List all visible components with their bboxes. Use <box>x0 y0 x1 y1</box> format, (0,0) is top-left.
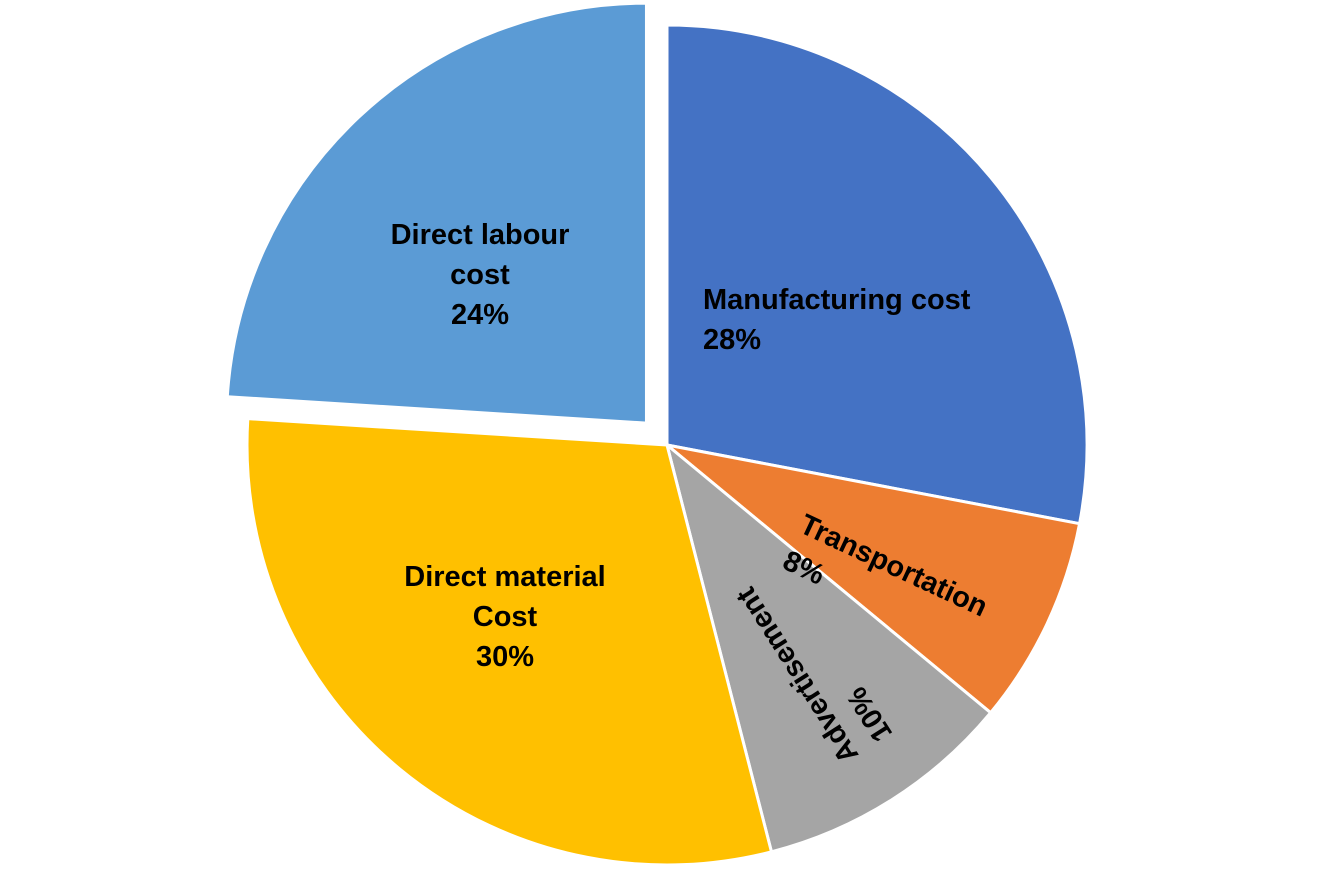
slice-label: Manufacturing cost 28% <box>703 280 1063 360</box>
slice-label: Direct labour cost 24% <box>365 215 595 335</box>
value-label: 30% <box>475 641 535 673</box>
slice-label: Direct material Cost 30% <box>380 557 630 677</box>
category-label: Manufacturing cost <box>703 284 971 316</box>
value-label: 28% <box>703 324 762 356</box>
category-label: Direct labour cost <box>390 219 570 291</box>
pie-slice <box>666 443 1082 715</box>
value-label: 24% <box>450 299 510 331</box>
pie-slice <box>225 1 648 425</box>
pie-slice <box>664 440 993 854</box>
pie-slice <box>665 23 1089 526</box>
pie-slice <box>245 417 774 867</box>
category-label: Direct material Cost <box>404 561 606 633</box>
